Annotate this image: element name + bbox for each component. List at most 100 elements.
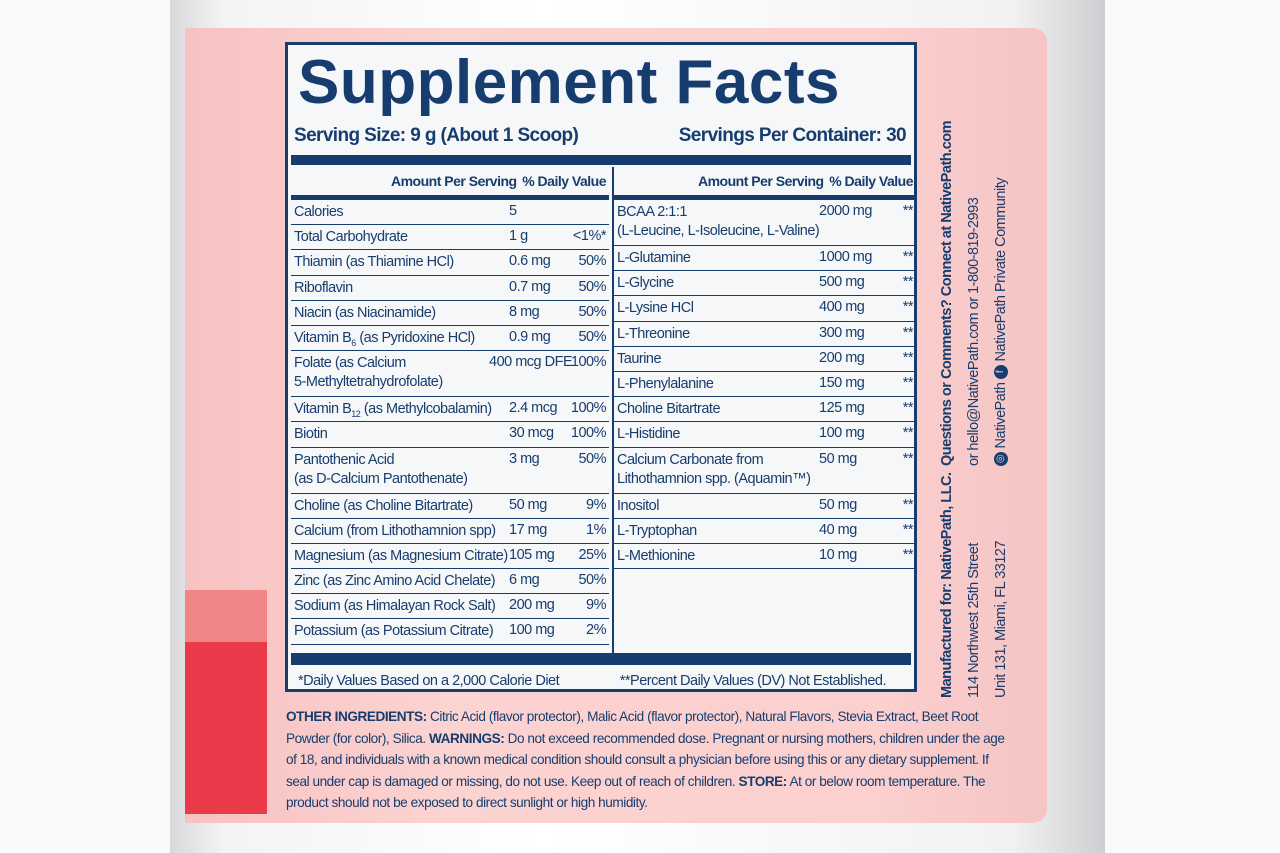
nutrient-daily-value: 2% [586,622,606,639]
nutrient-amount: 100 mg [509,622,555,639]
header-amount: Amount Per Serving [698,173,824,189]
nutrient-row: Inositol 50 mg ** [614,494,916,519]
nutrient-daily-value: ** [902,425,914,442]
nutrient-name: L-Threonine [617,325,690,344]
nutrient-row: Sodium (as Himalayan Rock Salt) 200 mg 9% [291,594,609,620]
nutrient-name: Taurine [617,350,662,369]
nutrient-name-text: Total Carbohydrate [294,229,408,246]
nutrient-name-text: L-Glycine [617,275,674,292]
panel-title: Supplement Facts [298,48,840,117]
nutrient-amount: 8 mg [509,303,540,320]
nutrient-name: Choline Bitartrate [617,400,721,419]
nutrient-name: Potassium (as Potassium Citrate) [294,622,494,641]
left-nutrient-column: Amount Per Serving % Daily Value Calorie… [291,167,609,645]
nutrient-daily-value: 50% [578,278,606,295]
nutrient-row: Calories 5 [291,200,609,226]
other-ingredients-text: OTHER INGREDIENTS: Citric Acid (flavor p… [286,706,1006,814]
nutrient-row: Riboflavin 0.7 mg 50% [291,276,609,301]
nutrient-row: Vitamin B6 (as Pyridoxine HCl) 0.9 mg 50% [291,326,609,353]
instagram-handle: NativePath [993,382,1009,449]
nutrient-name-text: Folate (as Calcium [294,355,406,372]
nutrient-name: Riboflavin [294,279,353,298]
nutrient-name: Vitamin B6 (as Pyridoxine HCl) [294,329,475,353]
nutrient-daily-value: ** [902,203,914,219]
nutrient-amount: 400 mg [819,299,865,316]
nutrient-row: Pantothenic Acid (as D-Calcium Pantothena… [291,448,609,494]
facebook-handle: NativePath Private Community [993,178,1009,362]
nutrient-row: Magnesium (as Magnesium Citrate) 105 mg 25… [291,544,609,570]
nutrient-name: Magnesium (as Magnesium Citrate) [294,547,508,566]
nutrient-daily-value: ** [902,374,914,391]
nutrient-name-text: Potassium (as Potassium Citrate) [294,623,494,640]
nutrient-name-text: Niacin (as Niacinamide) [294,304,436,321]
nutrient-daily-value: ** [902,324,914,341]
column-header: Amount Per Serving % Daily Value [291,167,609,200]
nutrient-row: Calcium (from Lithothamnion spp) 17 mg 1% [291,519,609,544]
nutrient-row: Total Carbohydrate 1 g <1%* [291,225,609,251]
nutrient-name-text: L-Glutamine [617,250,691,266]
nutrient-row: BCAA 2:1:1 (L-Leucine, L-Isoleucine, L-Va… [614,200,916,246]
nutrient-daily-value: ** [902,299,914,316]
nutrient-daily-value: 50% [578,253,606,270]
nutrient-daily-value: 100% [570,354,607,371]
nutrient-amount: 10 mg [819,546,857,563]
nutrient-amount: 125 mg [819,400,865,417]
nutrient-amount: 500 mg [819,274,865,291]
nutrient-daily-value: ** [902,349,914,366]
social-line: ◎ NativePath f NativePath Private Commun… [993,178,1009,466]
nutrient-name-text: BCAA 2:1:1 [617,204,687,220]
nutrient-name-text: L-Tryptophan [617,522,697,539]
supplement-facts-panel: Supplement Facts Serving Size: 9 g (Abou… [285,42,917,692]
nutrient-daily-value: 50% [578,303,606,320]
footnote-daily-values: *Daily Values Based on a 2,000 Calorie D… [298,673,560,689]
nutrient-name: L-Lysine HCl [617,299,694,318]
nutrient-amount: 30 mcg [509,425,554,442]
nutrient-row: Choline (as Choline Bitartrate) 50 mg 9% [291,494,609,519]
address-line: Unit 131, Miami, FL 33127 [993,540,1009,698]
nutrient-name-text: Biotin [294,426,328,443]
nutrient-amount: 150 mg [819,374,865,391]
footnote-dv-not-established: **Percent Daily Values (DV) Not Establis… [619,673,887,689]
nutrient-name-text: Thiamin (as Thiamine HCl) [294,254,454,271]
nutrient-daily-value: ** [902,546,914,563]
label-accent-red [185,642,267,814]
manufacturer-line: Manufactured for: NativePath, LLC. [939,472,955,699]
nutrient-name: L-Glycine [617,274,674,293]
store-text: At or below room temperature. The produc… [286,773,986,811]
nutrient-name-text: Choline Bitartrate [617,401,721,418]
nutrient-name: Total Carbohydrate [294,228,408,247]
nutrient-name-text: L-Lysine HCl [617,300,694,317]
nutrient-daily-value: 50% [578,328,606,345]
nutrient-amount: 2.4 mcg [509,400,558,417]
nutrient-name-text: Calcium Carbonate from [617,451,764,468]
column-header: Amount Per Serving % Daily Value [614,167,916,200]
nutrient-amount: 50 mg [819,496,857,513]
nutrient-row: L-Glutamine 1000 mg ** [614,246,916,272]
nutrient-amount: 400 mcg DFE [489,354,573,371]
nutrient-daily-value: 50% [578,450,606,467]
nutrient-name: Choline (as Choline Bitartrate) [294,497,473,516]
ingredients-label: OTHER INGREDIENTS: [286,709,427,724]
nutrient-daily-value: 100% [570,400,607,417]
nutrient-daily-value: 9% [586,496,606,513]
facebook-icon: f [994,365,1009,379]
nutrient-name-text: Sodium (as Himalayan Rock Salt) [294,598,496,615]
nutrient-name-text: Vitamin B [294,329,352,346]
nutrient-row: Niacin (as Niacinamide) 8 mg 50% [291,301,609,326]
nutrient-name-line2: Lithothamnion spp. (Aquamin™) [617,470,811,487]
instagram-icon: ◎ [994,452,1009,466]
nutrient-row: Vitamin B12 (as Methylcobalamin) 2.4 mcg 1… [291,397,609,423]
nutrient-name-rest: (as Pyridoxine HCl) [355,329,475,346]
nutrient-amount: 105 mg [509,546,555,563]
nutrient-amount: 2000 mg [819,203,872,219]
header-dv: % Daily Value [522,173,606,189]
nutrient-amount: 17 mg [509,521,547,538]
label-accent-light [185,590,267,642]
subscript: 6 [351,337,356,348]
nutrient-name: Folate (as Calcium 5-Methyltetrahydrofola… [294,354,443,392]
nutrient-name-text: L-Methionine [617,547,695,564]
nutrient-name: Zinc (as Zinc Amino Acid Chelate) [294,572,496,591]
nutrient-row: L-Phenylalanine 150 mg ** [614,372,916,398]
nutrient-amount: 50 mg [509,496,547,513]
nutrient-name: Biotin [294,425,328,444]
